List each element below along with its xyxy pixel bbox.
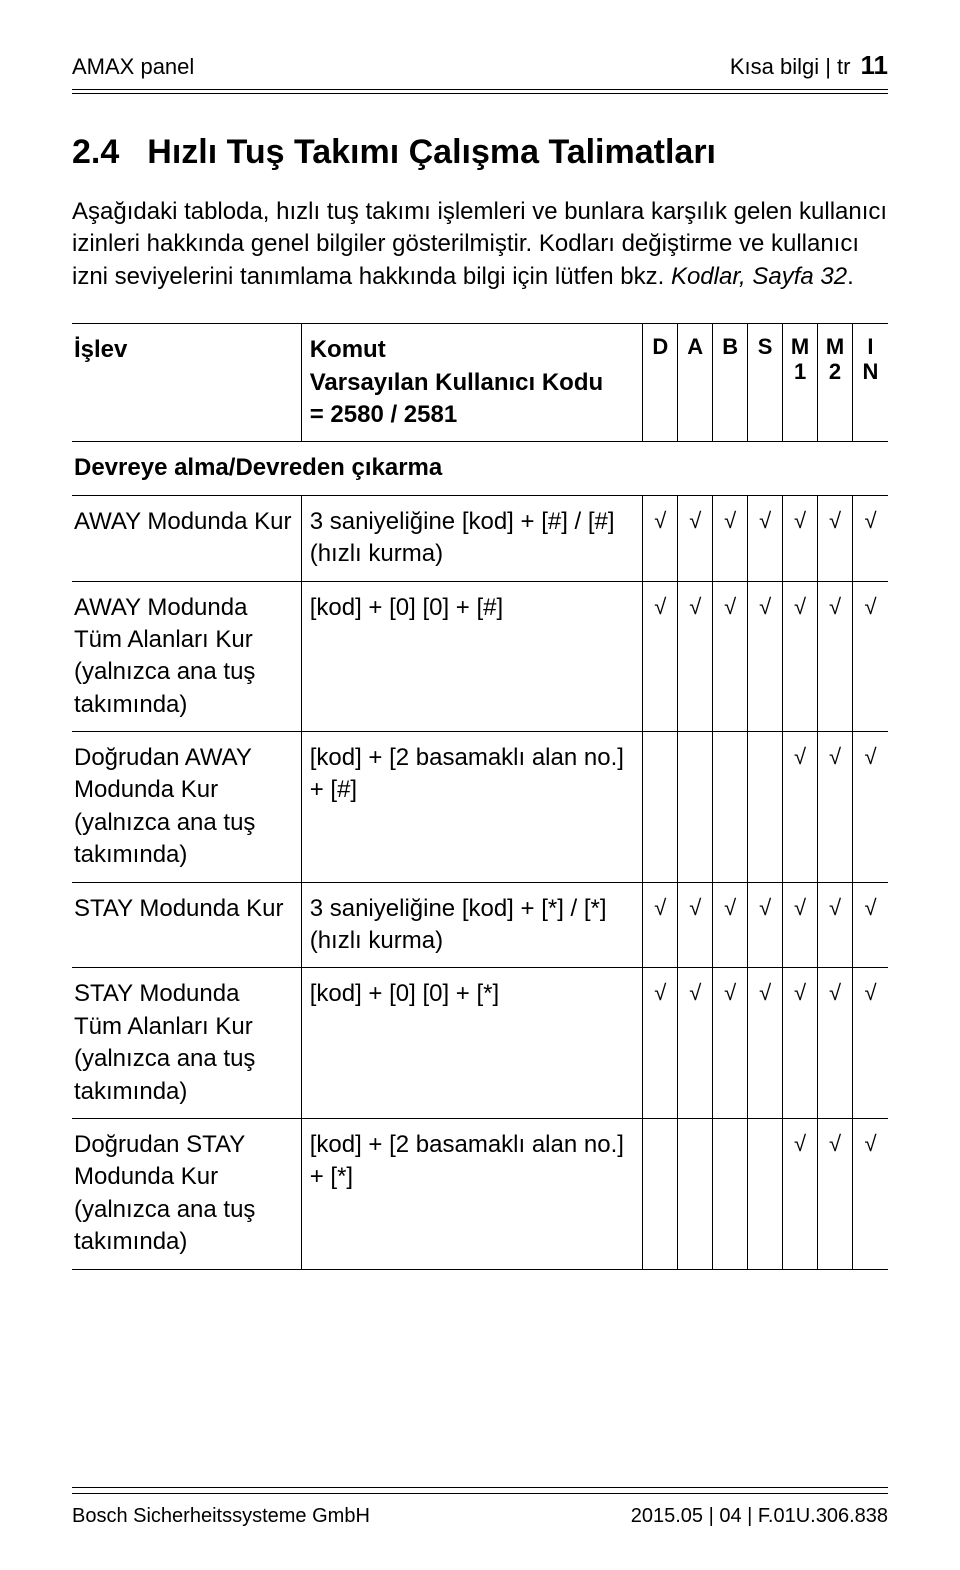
cell-perm: √: [783, 1119, 818, 1269]
cell-command: 3 saniyeliğine [kod] + [*] / [*] (hızlı …: [302, 883, 644, 968]
th-perm-A: A: [678, 324, 713, 441]
cell-perm: √: [853, 732, 888, 882]
section-heading: 2.4 Hızlı Tuş Takımı Çalışma Talimatları: [72, 130, 888, 176]
cell-perm: √: [748, 496, 783, 581]
cell-perm: [678, 1119, 713, 1269]
cell-perm: √: [713, 883, 748, 968]
cell-perm: √: [713, 582, 748, 732]
header-meta: Kısa bilgi | tr: [730, 52, 851, 82]
cell-command: [kod] + [0] [0] + [#]: [302, 582, 644, 732]
intro-ref: Kodlar, Sayfa 32: [671, 263, 847, 290]
cell-perm: √: [783, 968, 818, 1118]
cell-perm: √: [678, 496, 713, 581]
th-perm-M2: M2: [818, 324, 853, 441]
cell-function: STAY Modunda Kur: [72, 883, 302, 968]
cell-perm: √: [748, 883, 783, 968]
cell-command: [kod] + [2 basamaklı alan no.] + [*]: [302, 1119, 644, 1269]
cell-perm: [748, 1119, 783, 1269]
cell-perm: √: [818, 732, 853, 882]
cell-perm: √: [748, 968, 783, 1118]
cell-perm: √: [713, 968, 748, 1118]
cell-perm: √: [853, 496, 888, 581]
cell-perm: √: [783, 582, 818, 732]
table-row: STAY Modunda Tüm Alanları Kur (yalnızca …: [72, 968, 888, 1119]
cell-perm: √: [713, 496, 748, 581]
page-footer: Bosch Sicherheitssysteme GmbH 2015.05 | …: [72, 1487, 888, 1530]
cell-perm: √: [818, 496, 853, 581]
cell-perm: √: [783, 883, 818, 968]
th-command-l2: Varsayılan Kullanıcı Kodu: [310, 367, 635, 399]
cell-function: AWAY Modunda Kur: [72, 496, 302, 581]
cell-function: STAY Modunda Tüm Alanları Kur (yalnızca …: [72, 968, 302, 1118]
cell-perm: √: [853, 582, 888, 732]
cell-perm: √: [643, 968, 678, 1118]
cell-perm: √: [853, 883, 888, 968]
cell-perm: √: [853, 1119, 888, 1269]
cell-perm: [643, 1119, 678, 1269]
cell-perm: √: [853, 968, 888, 1118]
table-row: Doğrudan STAY Modunda Kur (yalnızca ana …: [72, 1119, 888, 1270]
th-perm-IN: IN: [853, 324, 888, 441]
cell-function: Doğrudan STAY Modunda Kur (yalnızca ana …: [72, 1119, 302, 1269]
table-row: AWAY Modunda Kur 3 saniyeliğine [kod] + …: [72, 496, 888, 582]
cell-command: [kod] + [0] [0] + [*]: [302, 968, 644, 1118]
cell-function: AWAY Modunda Tüm Alanları Kur (yalnızca …: [72, 582, 302, 732]
cell-perm: [713, 732, 748, 882]
permissions-table: İşlev Komut Varsayılan Kullanıcı Kodu = …: [72, 323, 888, 1269]
cell-perm: [643, 732, 678, 882]
table-section-row: Devreye alma/Devreden çıkarma: [72, 442, 888, 495]
cell-command: 3 saniyeliğine [kod] + [#] / [#] (hızlı …: [302, 496, 644, 581]
table-row: STAY Modunda Kur 3 saniyeliğine [kod] + …: [72, 883, 888, 969]
header-rule: [72, 89, 888, 94]
section-title: Hızlı Tuş Takımı Çalışma Talimatları: [147, 130, 716, 176]
cell-perm: √: [818, 1119, 853, 1269]
th-command-l1: Komut: [310, 334, 635, 366]
cell-perm: √: [643, 582, 678, 732]
cell-perm: √: [783, 732, 818, 882]
page-number: 11: [861, 48, 889, 83]
cell-perm: √: [748, 582, 783, 732]
cell-perm: √: [818, 968, 853, 1118]
cell-perm: [713, 1119, 748, 1269]
cell-perm: √: [678, 968, 713, 1118]
cell-perm: [678, 732, 713, 882]
section-number: 2.4: [72, 130, 119, 176]
th-command-l3: = 2580 / 2581: [310, 399, 635, 431]
cell-perm: [748, 732, 783, 882]
cell-perm: √: [818, 582, 853, 732]
th-perm-B: B: [713, 324, 748, 441]
cell-perm: √: [783, 496, 818, 581]
th-function: İşlev: [72, 324, 302, 441]
cell-command: [kod] + [2 basamaklı alan no.] + [#]: [302, 732, 644, 882]
cell-perm: √: [678, 883, 713, 968]
header-right: Kısa bilgi | tr 11: [730, 48, 888, 83]
cell-perm: √: [643, 883, 678, 968]
table-header-row: İşlev Komut Varsayılan Kullanıcı Kodu = …: [72, 324, 888, 442]
cell-perm: √: [818, 883, 853, 968]
footer-right: 2015.05 | 04 | F.01U.306.838: [631, 1493, 888, 1530]
table-row: Doğrudan AWAY Modunda Kur (yalnızca ana …: [72, 732, 888, 883]
cell-perm: √: [643, 496, 678, 581]
cell-function: Doğrudan AWAY Modunda Kur (yalnızca ana …: [72, 732, 302, 882]
th-perm-S: S: [748, 324, 783, 441]
intro-paragraph: Aşağıdaki tabloda, hızlı tuş takımı işle…: [72, 196, 888, 293]
th-perm-D: D: [643, 324, 678, 441]
th-perm-M1: M1: [783, 324, 818, 441]
cell-perm: √: [678, 582, 713, 732]
th-command: Komut Varsayılan Kullanıcı Kodu = 2580 /…: [302, 324, 644, 441]
footer-left: Bosch Sicherheitssysteme GmbH: [72, 1493, 370, 1530]
intro-dot: .: [847, 263, 854, 290]
table-row: AWAY Modunda Tüm Alanları Kur (yalnızca …: [72, 582, 888, 733]
header-left: AMAX panel: [72, 52, 194, 82]
page-header: AMAX panel Kısa bilgi | tr 11: [72, 48, 888, 89]
